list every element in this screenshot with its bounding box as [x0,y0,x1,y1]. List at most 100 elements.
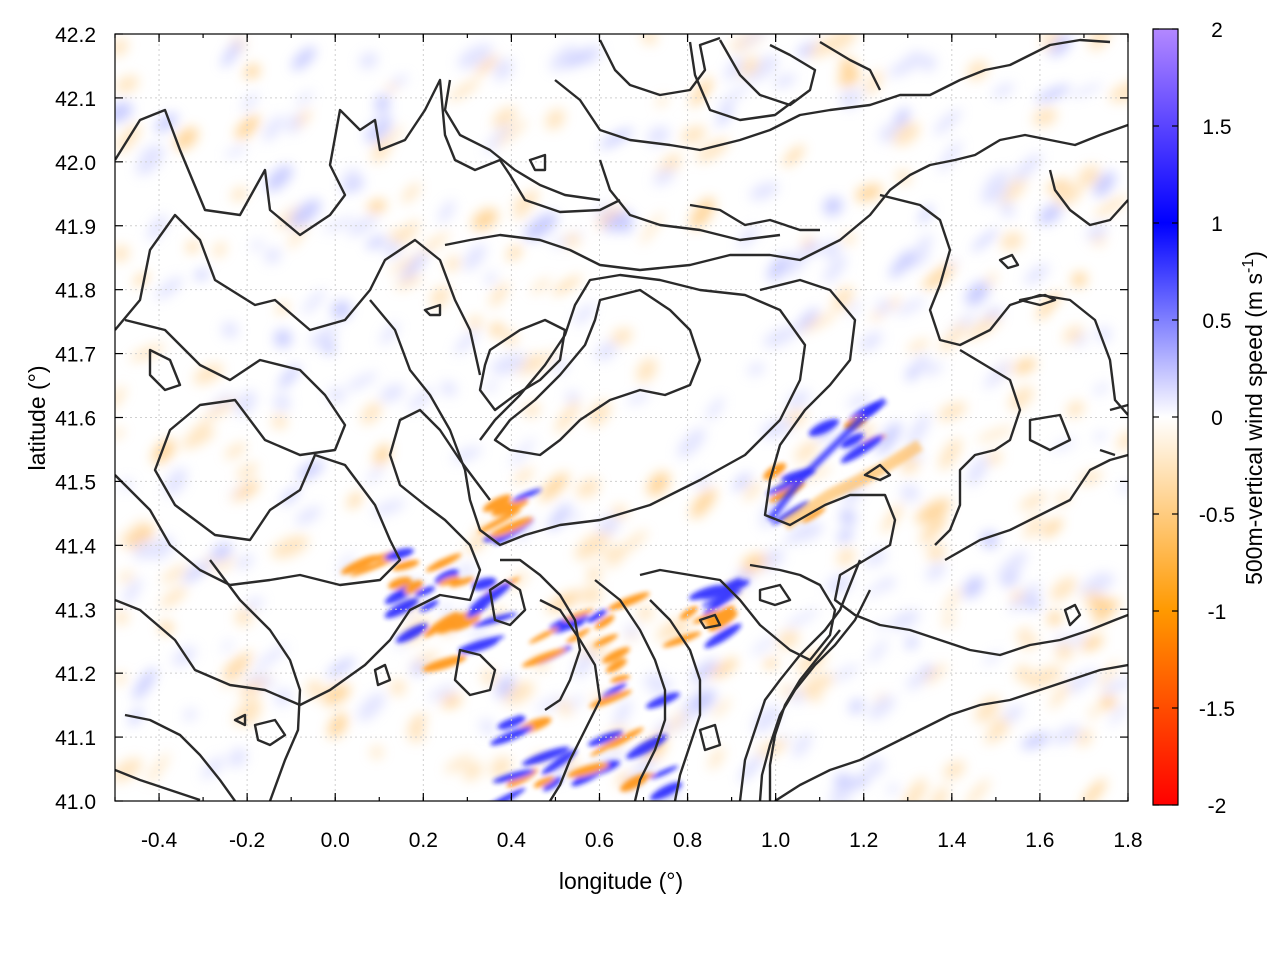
field-blob [890,610,920,630]
field-blob [492,107,517,129]
field-band [781,439,924,530]
field-blob [309,325,339,347]
field-blob [235,608,253,626]
field-blob [864,70,884,96]
field-streak [688,584,725,601]
field-streak [522,746,570,766]
field-streak [701,590,742,607]
x-tick-label: 0.0 [321,829,350,852]
field-blob [794,440,819,463]
field-blob [980,180,1010,204]
field-streak [478,509,521,533]
field-blob [922,263,956,290]
field-blob [134,540,152,560]
field-blob [235,114,260,140]
field-blob [724,56,744,81]
field-streak [350,556,398,577]
field-blob [962,576,984,599]
field-blob [712,698,731,718]
field-streak [567,762,609,778]
y-tick-label: 41.8 [55,280,96,303]
colorbar-tick-label: 1 [1211,213,1223,236]
field-blob [1011,591,1024,602]
field-blob [222,661,242,678]
x-tick-label: 1.2 [849,829,878,852]
field-blob [1055,642,1074,660]
field-blob [801,237,813,248]
field-blob [366,466,384,484]
contour-line [369,273,807,547]
field-blob [717,84,749,109]
field-blob [1070,83,1103,98]
field-blob [507,245,522,260]
contour-line [649,599,702,801]
contour-line [1028,413,1072,452]
field-blob [1096,326,1112,342]
field-streak [607,592,650,611]
field-streak [808,418,840,437]
field-streak [587,609,608,623]
field-blob [1077,729,1092,747]
field-blob [984,361,1010,389]
field-blob [391,75,408,87]
field-blob [783,145,805,167]
y-tick-label: 42.1 [55,88,96,111]
field-blob [186,241,199,253]
field-blob [1100,694,1117,710]
field-blob [490,322,504,337]
field-blob [607,543,631,569]
x-tick-label: -0.4 [141,829,178,852]
field-blob [868,639,888,664]
field-blob [864,758,885,778]
field-blob [1066,400,1085,418]
field-streak [384,598,419,619]
contour-line [934,348,1022,546]
field-blob [485,124,510,154]
contour-line [115,213,482,376]
field-blob [557,700,573,716]
field-blob [496,675,515,699]
field-blob [773,73,797,88]
field-blob [276,303,289,314]
colorbar-tick-label: -1 [1208,601,1227,624]
field-blob [121,479,133,491]
field-blob [136,146,165,176]
field-blob [783,248,809,276]
contour-line [478,318,567,412]
field-blob [859,331,883,351]
field-blob [493,58,513,81]
field-blob [647,471,670,497]
colorbar-tick-label: 1.5 [1202,116,1231,139]
contour-line [598,36,721,97]
field-streak [511,488,542,502]
field-blob [172,646,196,667]
field-blob [361,402,382,425]
field-blob [739,753,763,782]
field-blob [793,732,812,758]
field-blob [573,651,595,678]
field-blob [444,756,473,773]
field-streak [533,776,555,788]
field-blob [430,286,450,308]
field-blob [599,128,634,149]
field-blob [1015,665,1032,683]
contour-line [738,559,862,801]
field-blob [490,756,512,778]
field-streak [340,554,379,575]
field-blob [1035,85,1071,103]
y-tick-label: 41.0 [55,791,96,814]
x-tick-label: 0.8 [673,829,702,852]
y-tick-label: 41.9 [55,216,96,239]
field-blob [115,245,130,262]
field-blob [1094,431,1107,442]
field-blob [370,746,383,759]
field-blob [489,281,509,307]
field-blob [1019,493,1047,511]
x-tick-label: 1.6 [1025,829,1054,852]
field-blob [539,472,569,501]
field-streak [437,617,470,634]
field-blob [651,679,674,698]
field-blob [837,548,855,567]
field-blob [306,680,324,698]
